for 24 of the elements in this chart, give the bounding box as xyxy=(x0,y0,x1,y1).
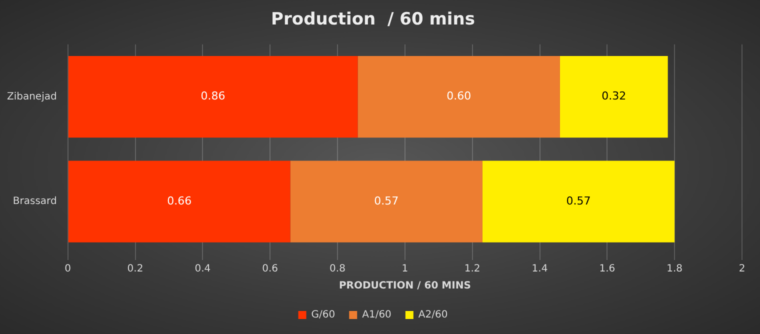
y-tick-label: Brassard xyxy=(12,196,57,208)
data-label: 0.60 xyxy=(446,90,472,103)
data-label: 0.66 xyxy=(167,194,192,208)
legend-label: G/60 xyxy=(311,310,336,321)
x-tick-label: 0.4 xyxy=(194,264,211,275)
legend-label: A2/60 xyxy=(418,310,448,321)
data-label: 0.32 xyxy=(602,90,626,103)
data-label: 0.57 xyxy=(566,194,591,208)
x-tick-label: 1.6 xyxy=(599,264,616,275)
y-tick-label: Zibanejad xyxy=(6,91,57,102)
x-tick-label: 0.8 xyxy=(330,264,346,275)
data-label: 0.86 xyxy=(200,90,226,103)
x-tick-label: 2 xyxy=(738,264,746,275)
x-tick-label: 0.6 xyxy=(262,264,278,275)
x-tick-label: 1.2 xyxy=(464,264,480,275)
x-tick-label: 1.4 xyxy=(532,264,548,275)
x-tick-label: 0.2 xyxy=(127,264,144,275)
x-tick-label: 1 xyxy=(402,264,408,275)
legend-label: A1/60 xyxy=(362,310,392,321)
chart-title: Production / 60 mins xyxy=(271,10,475,30)
x-tick-label: 1.8 xyxy=(666,264,683,275)
x-axis-title: PRODUCTION / 60 MINS xyxy=(338,280,471,292)
x-tick-label: 0 xyxy=(64,264,72,275)
data-label: 0.57 xyxy=(374,194,399,208)
